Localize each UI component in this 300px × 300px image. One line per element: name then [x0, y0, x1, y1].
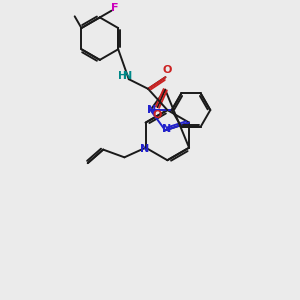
Text: O: O	[153, 110, 162, 120]
Text: H: H	[118, 71, 126, 81]
Text: N: N	[123, 71, 132, 81]
Text: N: N	[162, 124, 171, 134]
Text: O: O	[163, 64, 172, 74]
Text: N: N	[140, 144, 149, 154]
Text: F: F	[111, 3, 118, 13]
Text: N: N	[147, 105, 156, 115]
